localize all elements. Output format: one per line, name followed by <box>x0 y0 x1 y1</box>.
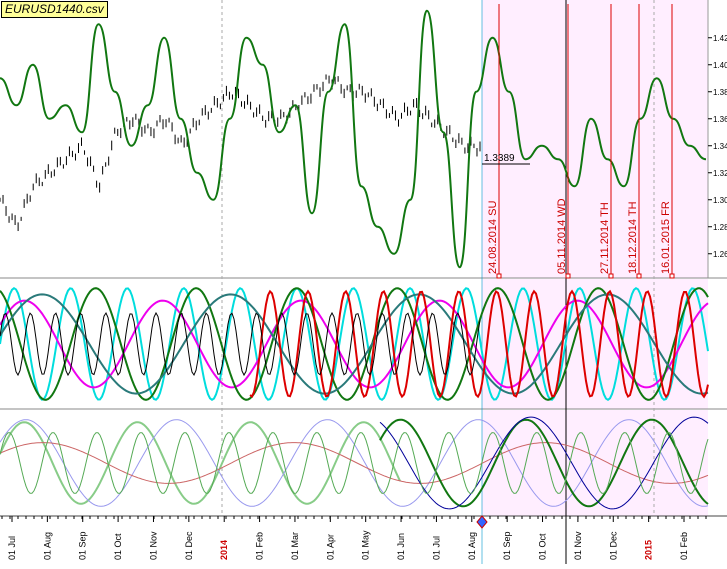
time-tick-label: 01 Oct <box>113 533 123 560</box>
forecast-marker-point[interactable] <box>496 273 502 279</box>
time-tick-label: 01 Apr <box>325 534 335 560</box>
time-tick-label: 01 Aug <box>467 532 477 560</box>
time-tick-label: 01 Jun <box>396 533 406 560</box>
oscillator-line <box>249 289 709 399</box>
time-tick-label: 01 Jul <box>7 536 17 560</box>
oscillator-line <box>0 432 709 494</box>
chart-title: EURUSD1440.csv <box>1 1 108 18</box>
oscillator-2-series <box>0 416 709 510</box>
price-tick-label: 1.42 <box>713 34 727 43</box>
price-tick-label: 1.40 <box>713 61 727 70</box>
forecast-markers: 24.08.2014 SU 05.11.2014 WD 27.11.2014 TH 1… <box>487 4 675 279</box>
price-tick-label: 1.34 <box>713 142 727 151</box>
price-series <box>0 9 707 269</box>
forecast-marker-point[interactable] <box>636 273 642 279</box>
forecast-marker-label: 16.01.2015 FR <box>660 201 672 274</box>
oscillator-line <box>0 311 481 377</box>
last-price-label: 1.3389 <box>484 153 515 164</box>
time-tick-label: 01 Sep <box>78 531 88 560</box>
time-tick-label: 2014 <box>219 540 229 560</box>
time-axis: 01 Jul 01 Aug 01 Sep 01 Oct 01 Nov 01 Dec 2014… <box>1 516 707 560</box>
price-tick-label: 1.38 <box>713 88 727 97</box>
time-tick-label: 01 Dec <box>184 531 194 560</box>
cycle-forecast-line <box>0 9 707 269</box>
price-tick-label: 1.36 <box>713 115 727 124</box>
price-tick-label: 1.30 <box>713 196 727 205</box>
oscillator-line <box>0 419 709 507</box>
forecast-marker-label: 18.12.2014 TH <box>627 201 639 274</box>
oscillator-line <box>0 299 709 389</box>
price-tick-label: 1.32 <box>713 169 727 178</box>
oscillator-line <box>0 286 709 402</box>
time-tick-label: 2015 <box>644 540 654 560</box>
time-tick-label: 01 May <box>361 530 371 560</box>
time-tick-label: 01 Sep <box>502 531 512 560</box>
time-tick-label: 01 Feb <box>679 532 689 560</box>
forecast-zone-price <box>482 0 708 278</box>
oscillator-line <box>0 287 709 401</box>
time-tick-label: 01 Nov <box>573 531 583 560</box>
oscillator-1-series <box>0 286 709 402</box>
price-tick-label: 1.28 <box>713 223 727 232</box>
forecast-marker-point[interactable] <box>608 273 614 279</box>
time-tick-label: 01 Jul <box>431 536 441 560</box>
forecast-marker-label: 24.08.2014 SU <box>487 201 499 274</box>
time-tick-label: 01 Aug <box>42 532 52 560</box>
forecast-marker-point[interactable] <box>565 273 571 279</box>
time-tick-label: 01 Mar <box>290 532 300 560</box>
price-axis: 1.42 1.40 1.38 1.36 1.34 1.32 1.30 1.28 1.26 <box>708 34 727 259</box>
oscillator-line <box>379 418 709 508</box>
oscillator-line <box>379 416 709 510</box>
forecast-start-diamond[interactable] <box>476 515 488 529</box>
forecast-marker-label: 05.11.2014 WD <box>556 198 568 274</box>
time-tick-label: 01 Oct <box>538 533 548 560</box>
time-tick-label: 01 Dec <box>608 531 618 560</box>
price-tick-label: 1.26 <box>713 250 727 259</box>
time-tick-label: 01 Feb <box>255 532 265 560</box>
oscillator-line <box>0 421 401 505</box>
forecast-marker-point[interactable] <box>669 273 675 279</box>
time-tick-label: 01 Nov <box>148 531 158 560</box>
oscillator-line <box>0 293 709 395</box>
forecast-marker-label: 27.11.2014 TH <box>599 202 611 274</box>
